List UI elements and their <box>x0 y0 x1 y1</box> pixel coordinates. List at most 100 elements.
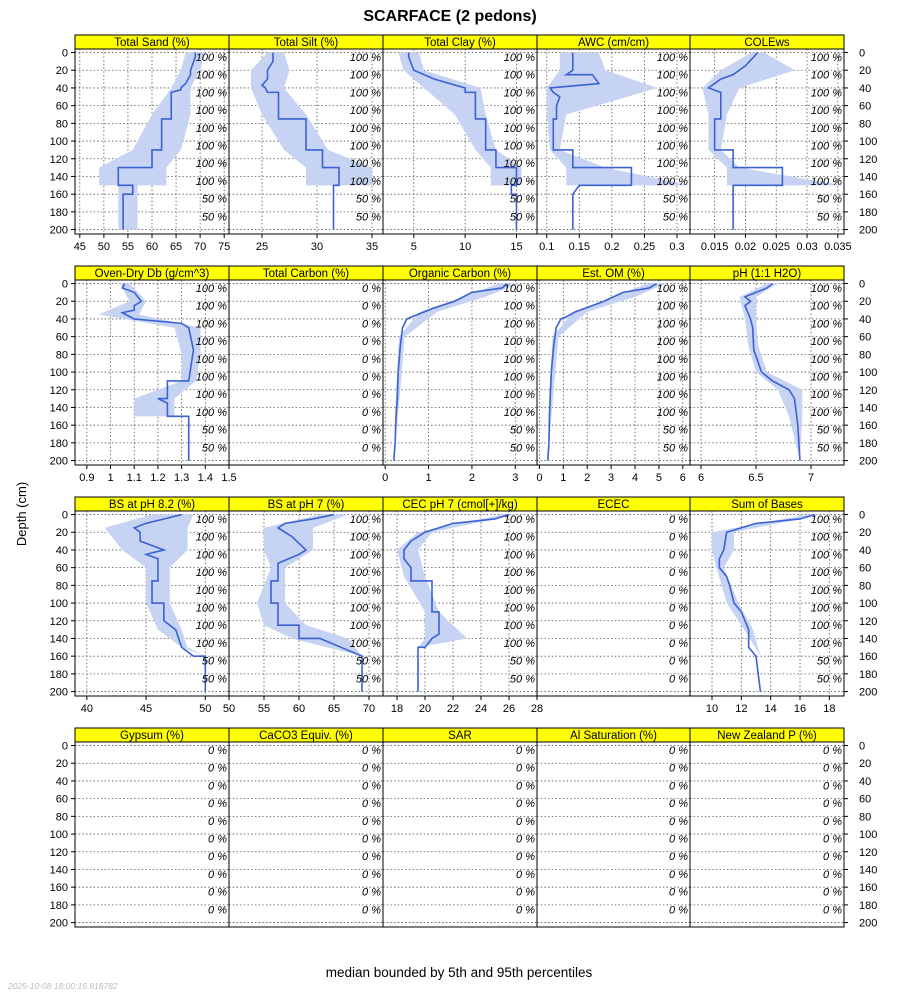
data-percent-label: 50 % <box>356 673 381 685</box>
y-tick-label: 0 <box>62 48 68 60</box>
y-tick-label: 100 <box>859 598 877 610</box>
panel-1: Total Sand (%) 100 % 100 % 100 % 100 % 100 % 1… <box>50 34 230 253</box>
data-percent-label: 0 % <box>669 763 688 775</box>
data-percent-label: 0 % <box>362 283 381 295</box>
data-percent-label: 100 % <box>350 70 381 82</box>
data-percent-label: 100 % <box>657 105 688 117</box>
data-percent-label: 50 % <box>663 194 688 206</box>
data-percent-label: 100 % <box>811 70 842 82</box>
x-tick-label: 40 <box>81 703 93 715</box>
y-tick-label: 60 <box>56 101 68 113</box>
x-tick-label: 6.5 <box>748 472 763 484</box>
data-percent-label: 0 % <box>362 833 381 845</box>
median-line <box>718 513 815 692</box>
x-tick-label: 2 <box>584 472 590 484</box>
percentile-band <box>257 514 362 692</box>
median-line <box>132 513 207 692</box>
data-percent-label: 100 % <box>504 301 535 313</box>
y-tick-label: 180 <box>859 207 877 219</box>
data-percent-label: 100 % <box>811 336 842 348</box>
data-percent-label: 100 % <box>350 567 381 579</box>
x-tick-label: 50 <box>98 241 110 253</box>
panel-9: Est. OM (%) 100 % 100 % 100 % 100 % 100 % 100 … <box>536 265 691 484</box>
x-tick-label: 0.02 <box>735 241 756 253</box>
data-percent-label: 0 % <box>823 780 842 792</box>
data-percent-label: 0 % <box>823 798 842 810</box>
data-percent-label: 0 % <box>362 425 381 437</box>
x-tick-label: 0.25 <box>634 241 655 253</box>
y-tick-label: 0 <box>62 741 68 753</box>
panel-title: AWC (cm/cm) <box>578 37 649 49</box>
data-percent-label: 100 % <box>657 158 688 170</box>
data-percent-label: 100 % <box>657 70 688 82</box>
x-tick-label: 18 <box>823 703 835 715</box>
data-percent-label: 0 % <box>208 763 227 775</box>
panel-20: New Zealand P (%) 0 % 0 % 0 % 0 % 0 % 0 % 0 % 0 … <box>689 727 877 930</box>
data-percent-label: 0 % <box>516 798 535 810</box>
y-tick-label: 60 <box>56 794 68 806</box>
y-tick-label: 60 <box>56 332 68 344</box>
data-percent-label: 0 % <box>208 816 227 828</box>
x-tick-label: 3 <box>608 472 614 484</box>
data-percent-label: 100 % <box>350 52 381 64</box>
x-tick-label: 0.1 <box>539 241 554 253</box>
data-percent-label: 0 % <box>208 745 227 757</box>
data-percent-label: 100 % <box>504 140 535 152</box>
data-percent-label: 50 % <box>510 656 535 668</box>
x-tick-label: 55 <box>258 703 270 715</box>
y-tick-label: 160 <box>859 189 877 201</box>
y-tick-label: 0 <box>62 510 68 522</box>
y-tick-label: 200 <box>50 225 68 237</box>
x-tick-label: 55 <box>122 241 134 253</box>
x-tick-label: 7 <box>808 472 814 484</box>
y-tick-label: 200 <box>50 918 68 930</box>
panel-title: Est. OM (%) <box>582 268 645 280</box>
data-percent-label: 0 % <box>208 869 227 881</box>
data-percent-label: 0 % <box>669 638 688 650</box>
percentile-band <box>397 514 516 692</box>
y-tick-label: 0 <box>859 279 865 291</box>
data-percent-label: 50 % <box>510 425 535 437</box>
data-percent-label: 100 % <box>811 532 842 544</box>
median-line <box>546 282 657 461</box>
panel-frame <box>228 279 384 466</box>
data-percent-label: 0 % <box>516 763 535 775</box>
y-tick-label: 100 <box>50 367 68 379</box>
data-percent-label: 50 % <box>356 211 381 223</box>
data-percent-label: 50 % <box>817 425 842 437</box>
data-percent-label: 100 % <box>811 354 842 366</box>
x-tick-label: 18 <box>391 703 403 715</box>
data-percent-label: 100 % <box>196 620 227 632</box>
panel-16: Gypsum (%) 0 % 0 % 0 % 0 % 0 % 0 % 0 % 0 % 0 % 0 %… <box>50 727 230 930</box>
panel-title: SAR <box>448 730 472 742</box>
y-tick-label: 40 <box>56 776 68 788</box>
data-percent-label: 100 % <box>811 176 842 188</box>
data-percent-label: 0 % <box>669 514 688 526</box>
y-tick-label: 60 <box>859 794 871 806</box>
data-percent-label: 100 % <box>196 602 227 614</box>
data-percent-label: 0 % <box>362 869 381 881</box>
y-tick-label: 20 <box>56 758 68 770</box>
y-tick-label: 160 <box>50 651 68 663</box>
data-percent-label: 100 % <box>504 123 535 135</box>
panel-frame <box>382 741 538 928</box>
data-percent-label: 100 % <box>811 158 842 170</box>
data-percent-label: 0 % <box>669 887 688 899</box>
data-percent-label: 100 % <box>811 123 842 135</box>
x-tick-label: 0.3 <box>669 241 684 253</box>
data-percent-label: 50 % <box>817 656 842 668</box>
data-percent-label: 100 % <box>504 87 535 99</box>
data-percent-label: 100 % <box>657 354 688 366</box>
x-tick-label: 20 <box>419 703 431 715</box>
y-tick-label: 40 <box>56 314 68 326</box>
y-tick-label: 200 <box>859 687 877 699</box>
data-percent-label: 100 % <box>811 638 842 650</box>
data-percent-label: 100 % <box>657 176 688 188</box>
y-tick-label: 40 <box>859 83 871 95</box>
y-tick-label: 120 <box>50 847 68 859</box>
x-tick-label: 0.9 <box>79 472 94 484</box>
data-percent-label: 100 % <box>350 87 381 99</box>
data-percent-label: 0 % <box>362 371 381 383</box>
x-tick-label: 65 <box>328 703 340 715</box>
